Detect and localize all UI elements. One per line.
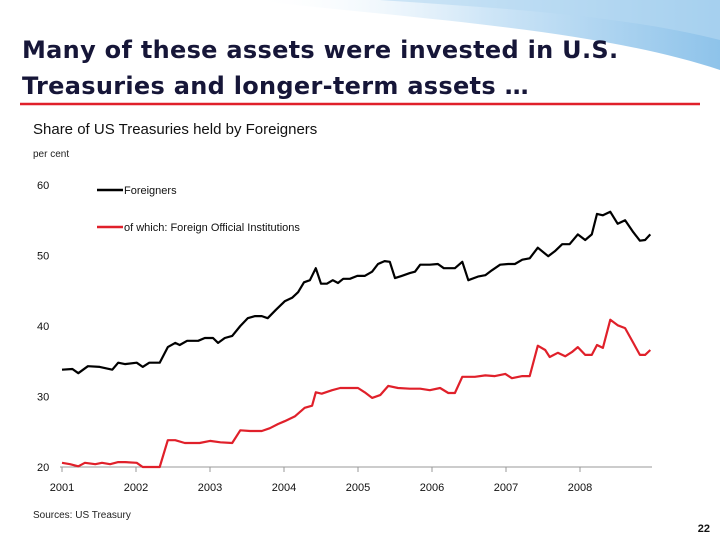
slide-title: Treasuries and longer-term assets … [22, 72, 529, 100]
x-tick-label: 2007 [494, 482, 518, 494]
source-note: Sources: US Treasury [33, 510, 131, 521]
background-swoosh [380, 0, 720, 40]
y-tick-label: 50 [37, 251, 49, 263]
x-tick-label: 2006 [420, 482, 444, 494]
x-tick-label: 2001 [50, 482, 74, 494]
y-tick-label: 40 [37, 321, 49, 333]
legend-label: Foreigners [124, 185, 177, 197]
series-line [61, 318, 652, 469]
series-line [61, 210, 652, 375]
page-number: 22 [698, 523, 710, 535]
legend-label: of which: Foreign Official Institutions [124, 222, 300, 234]
x-tick-label: 2003 [198, 482, 222, 494]
y-tick-label: 30 [37, 392, 49, 404]
x-tick-label: 2008 [568, 482, 592, 494]
slide-title: Many of these assets were invested in U.… [22, 36, 618, 64]
y-tick-label: 20 [37, 462, 49, 474]
x-tick-label: 2005 [346, 482, 370, 494]
x-tick-label: 2002 [124, 482, 148, 494]
y-axis-label: per cent [33, 149, 69, 160]
chart-title: Share of US Treasuries held by Foreigner… [33, 121, 317, 138]
y-tick-label: 60 [37, 180, 49, 192]
x-tick-label: 2004 [272, 482, 296, 494]
